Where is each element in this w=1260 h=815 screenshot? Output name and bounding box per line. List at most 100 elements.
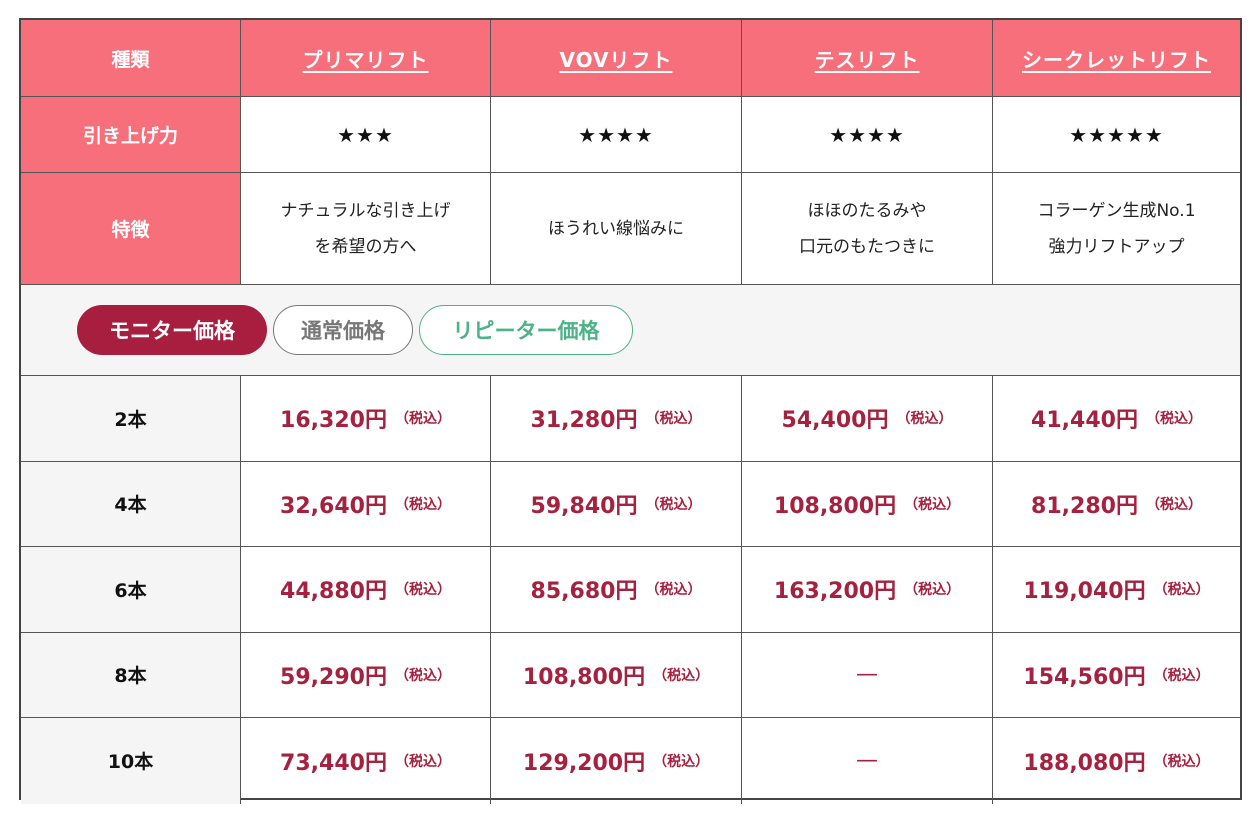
- feature-line: コラーゲン生成No.1: [1037, 200, 1196, 221]
- feature-line: 口元のもたつきに: [799, 236, 935, 257]
- star-rating: ★★★★★: [1069, 122, 1164, 147]
- price-value: 129,200円: [522, 750, 646, 776]
- price-value: 188,080円: [1023, 750, 1146, 776]
- price-comparison-table: 種類 プリマリフト VOVリフト テスリフト シークレットリフト 引き上げ力 ★…: [19, 18, 1242, 804]
- price-cell: 163,200円 （税込）: [742, 547, 993, 632]
- price-cell: 59,290円 （税込）: [241, 632, 491, 717]
- tax-label: （税込）: [394, 582, 451, 599]
- star-rating: ★★★★: [491, 97, 742, 172]
- price-value: 44,880円: [280, 579, 387, 605]
- feature-text: ナチュラルな引き上げ を希望の方へ: [241, 173, 491, 284]
- product-link-secret[interactable]: シークレットリフト: [1022, 47, 1211, 72]
- price-row: 8本 59,290円 （税込） 108,800円 （税込） — 154,560円 （税…: [21, 632, 1240, 718]
- tax-label: （税込）: [904, 496, 961, 513]
- tax-label: （税込）: [1145, 411, 1202, 428]
- price-tabs-row: モニター価格 通常価格 リピーター価格: [21, 285, 1240, 376]
- price-value: 108,800円: [522, 664, 646, 690]
- feature-line: を希望の方へ: [314, 236, 417, 257]
- product-header-tes: テスリフト: [742, 20, 993, 96]
- price-cell: 85,680円 （税込）: [491, 547, 742, 632]
- feature-line: ナチュラルな引き上げ: [280, 200, 451, 221]
- price-row: 2本 16,320円 （税込） 31,280円 （税込） 54,400円 （税込） 4…: [21, 376, 1240, 462]
- tax-label: （税込）: [904, 582, 961, 599]
- lift-power-row: 引き上げ力 ★★★ ★★★★ ★★★★ ★★★★★: [21, 97, 1240, 173]
- price-cell: 31,280円 （税込）: [491, 376, 742, 461]
- price-value: 108,800円: [773, 493, 897, 519]
- price-value: 163,200円: [773, 579, 897, 605]
- quantity-label: 10本: [21, 718, 241, 804]
- tax-label: （税込）: [645, 582, 702, 599]
- tax-label: （税込）: [1153, 753, 1210, 770]
- tax-label: （税込）: [394, 411, 451, 428]
- quantity-label: 4本: [21, 461, 241, 546]
- star-rating: ★★★: [241, 97, 491, 172]
- not-available-dash: —: [856, 748, 878, 774]
- price-cell: 108,800円 （税込）: [742, 461, 993, 546]
- quantity-label: 2本: [21, 376, 241, 461]
- tax-label: （税込）: [394, 667, 451, 684]
- tax-label: （税込）: [394, 496, 451, 513]
- price-cell: 54,400円 （税込）: [742, 376, 993, 461]
- product-header-vov: VOVリフト: [491, 20, 742, 96]
- price-value: 81,280円: [1031, 493, 1138, 519]
- price-cell: 108,800円 （税込）: [491, 632, 742, 717]
- product-link-tes[interactable]: テスリフト: [814, 47, 920, 72]
- price-cell: 119,040円 （税込）: [993, 547, 1240, 632]
- price-value: 59,290円: [280, 664, 387, 690]
- price-cell: —: [742, 718, 993, 804]
- feature-line: 強力リフトアップ: [1048, 236, 1185, 257]
- price-row: 4本 32,640円 （税込） 59,840円 （税込） 108,800円 （税込） …: [21, 461, 1240, 547]
- tax-label: （税込）: [645, 411, 702, 428]
- tax-label: （税込）: [394, 753, 451, 770]
- feature-line: ほうれい線悩みに: [548, 218, 684, 239]
- product-header-secret: シークレットリフト: [993, 20, 1240, 96]
- price-value: 31,280円: [530, 408, 638, 434]
- price-cell: 32,640円 （税込）: [241, 461, 491, 546]
- price-cell: 154,560円 （税込）: [993, 633, 1240, 718]
- header-row: 種類 プリマリフト VOVリフト テスリフト シークレットリフト: [21, 20, 1240, 97]
- features-row: 特徴 ナチュラルな引き上げ を希望の方へ ほうれい線悩みに ほほのたるみや 口元…: [21, 173, 1240, 285]
- price-value: 154,560円: [1023, 664, 1146, 690]
- lift-power-label: 引き上げ力: [21, 97, 241, 172]
- tab-normal-price[interactable]: 通常価格: [273, 305, 413, 355]
- quantity-label: 6本: [21, 547, 241, 632]
- tax-label: （税込）: [896, 411, 953, 428]
- price-value: 85,680円: [530, 579, 638, 605]
- price-value: 16,320円: [280, 408, 387, 434]
- feature-line: ほほのたるみや: [807, 200, 927, 221]
- tax-label: （税込）: [1153, 667, 1210, 684]
- price-cell: 188,080円 （税込）: [993, 718, 1240, 804]
- tax-label: （税込）: [1145, 496, 1202, 513]
- star-rating: ★★★★: [742, 97, 993, 172]
- price-value: 54,400円: [781, 408, 889, 434]
- tab-monitor-price[interactable]: モニター価格: [77, 305, 267, 355]
- price-cell: 59,840円 （税込）: [491, 461, 742, 546]
- product-link-vov[interactable]: VOVリフト: [559, 47, 673, 72]
- tax-label: （税込）: [645, 496, 702, 513]
- price-row: 10本 73,440円 （税込） 129,200円 （税込） — 188,080円 （…: [21, 718, 1240, 804]
- price-cell: 16,320円 （税込）: [241, 376, 491, 461]
- price-cell: 129,200円 （税込）: [491, 718, 742, 804]
- tab-repeater-price[interactable]: リピーター価格: [419, 305, 633, 355]
- not-available-dash: —: [856, 662, 878, 688]
- tax-label: （税込）: [1153, 582, 1210, 599]
- tax-label: （税込）: [653, 667, 710, 684]
- price-value: 73,440円: [280, 750, 387, 776]
- price-cell: 81,280円 （税込）: [993, 462, 1240, 547]
- price-value: 119,040円: [1023, 579, 1146, 605]
- price-value: 32,640円: [280, 493, 387, 519]
- feature-text: コラーゲン生成No.1 強力リフトアップ: [993, 173, 1240, 284]
- price-value: 59,840円: [530, 493, 638, 519]
- price-value: 41,440円: [1031, 408, 1138, 434]
- price-cell: 44,880円 （税込）: [241, 547, 491, 632]
- feature-text: ほほのたるみや 口元のもたつきに: [742, 173, 993, 284]
- price-cell: 73,440円 （税込）: [241, 718, 491, 804]
- feature-text: ほうれい線悩みに: [491, 173, 742, 284]
- price-cell: 41,440円 （税込）: [993, 376, 1240, 461]
- price-cell: —: [742, 632, 993, 717]
- features-label: 特徴: [21, 173, 241, 284]
- price-row: 6本 44,880円 （税込） 85,680円 （税込） 163,200円 （税込） …: [21, 547, 1240, 633]
- quantity-label: 8本: [21, 632, 241, 717]
- product-link-prima[interactable]: プリマリフト: [302, 47, 429, 72]
- product-header-prima: プリマリフト: [241, 20, 491, 96]
